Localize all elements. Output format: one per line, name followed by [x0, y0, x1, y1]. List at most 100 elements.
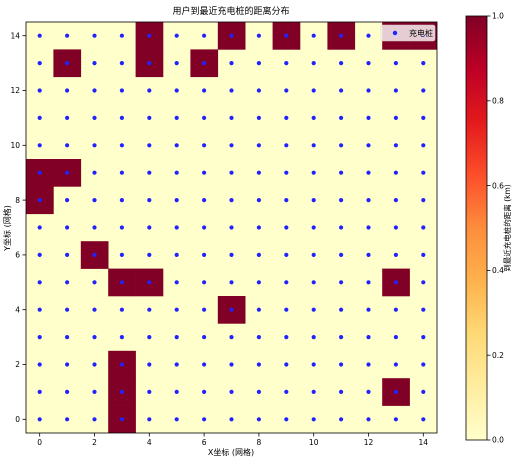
- station-point: [393, 362, 398, 367]
- colorbar-gradient: [465, 15, 488, 441]
- station-point: [229, 143, 234, 148]
- station-point: [202, 33, 207, 38]
- station-point: [147, 280, 152, 285]
- station-point: [37, 61, 42, 66]
- station-point: [119, 198, 124, 203]
- x-tick-label: 14: [419, 438, 429, 447]
- station-point: [366, 115, 371, 120]
- station-point: [421, 88, 426, 93]
- station-point: [147, 115, 152, 120]
- colorbar: 0.0 0.2 0.4 0.6 0.8 1.0 到最近充电桩的距离 (km): [465, 12, 512, 445]
- station-point: [92, 417, 97, 422]
- station-point: [366, 389, 371, 394]
- station-point: [202, 252, 207, 257]
- station-point: [147, 252, 152, 257]
- station-point: [311, 389, 316, 394]
- station-point: [202, 143, 207, 148]
- station-point: [366, 335, 371, 340]
- station-point: [311, 198, 316, 203]
- station-point: [174, 362, 179, 367]
- station-point: [421, 61, 426, 66]
- station-point: [393, 143, 398, 148]
- station-point: [284, 225, 289, 230]
- station-point: [421, 143, 426, 148]
- station-point: [229, 61, 234, 66]
- station-point: [37, 170, 42, 175]
- station-point: [421, 115, 426, 120]
- station-point: [65, 362, 70, 367]
- station-point: [366, 88, 371, 93]
- station-point: [92, 143, 97, 148]
- station-point: [339, 389, 344, 394]
- station-point: [284, 143, 289, 148]
- station-point: [393, 335, 398, 340]
- station-point: [339, 335, 344, 340]
- station-point: [256, 115, 261, 120]
- x-axis: 0 2 4 6 8 10 12 14: [37, 433, 428, 447]
- station-point: [37, 143, 42, 148]
- station-point: [174, 143, 179, 148]
- station-point: [256, 362, 261, 367]
- station-point: [311, 307, 316, 312]
- station-point: [202, 198, 207, 203]
- station-point: [256, 198, 261, 203]
- station-point: [311, 88, 316, 93]
- station-point: [366, 170, 371, 175]
- station-point: [174, 33, 179, 38]
- station-point: [393, 225, 398, 230]
- station-point: [284, 198, 289, 203]
- station-point: [229, 389, 234, 394]
- station-point: [421, 225, 426, 230]
- station-point: [256, 88, 261, 93]
- station-point: [65, 335, 70, 340]
- station-point: [393, 307, 398, 312]
- station-point: [119, 389, 124, 394]
- station-point: [284, 88, 289, 93]
- station-point: [311, 143, 316, 148]
- station-point: [339, 198, 344, 203]
- station-point: [256, 143, 261, 148]
- heatmap-cells: [26, 22, 437, 433]
- y-tick-label: 10: [10, 141, 20, 150]
- x-tick-label: 6: [202, 438, 207, 447]
- station-point: [92, 225, 97, 230]
- station-point: [147, 61, 152, 66]
- station-point: [147, 170, 152, 175]
- station-point: [147, 88, 152, 93]
- station-point: [421, 389, 426, 394]
- station-point: [174, 335, 179, 340]
- station-point: [202, 280, 207, 285]
- station-point: [284, 252, 289, 257]
- station-point: [37, 307, 42, 312]
- colorbar-tick-label: 1.0: [492, 12, 504, 21]
- station-point: [229, 198, 234, 203]
- station-point: [202, 88, 207, 93]
- station-points: [37, 33, 426, 422]
- station-point: [393, 198, 398, 203]
- station-point: [92, 307, 97, 312]
- station-point: [119, 88, 124, 93]
- station-point: [311, 280, 316, 285]
- station-point: [229, 170, 234, 175]
- station-point: [37, 252, 42, 257]
- station-point: [229, 417, 234, 422]
- station-point: [202, 335, 207, 340]
- station-point: [256, 61, 261, 66]
- station-point: [37, 389, 42, 394]
- station-point: [174, 115, 179, 120]
- station-point: [256, 33, 261, 38]
- station-point: [92, 280, 97, 285]
- station-point: [147, 417, 152, 422]
- station-point: [65, 417, 70, 422]
- station-point: [284, 115, 289, 120]
- station-point: [92, 389, 97, 394]
- station-point: [229, 307, 234, 312]
- x-tick-label: 0: [37, 438, 42, 447]
- station-point: [119, 417, 124, 422]
- station-point: [65, 143, 70, 148]
- station-point: [92, 335, 97, 340]
- station-point: [311, 61, 316, 66]
- station-point: [202, 417, 207, 422]
- station-point: [202, 225, 207, 230]
